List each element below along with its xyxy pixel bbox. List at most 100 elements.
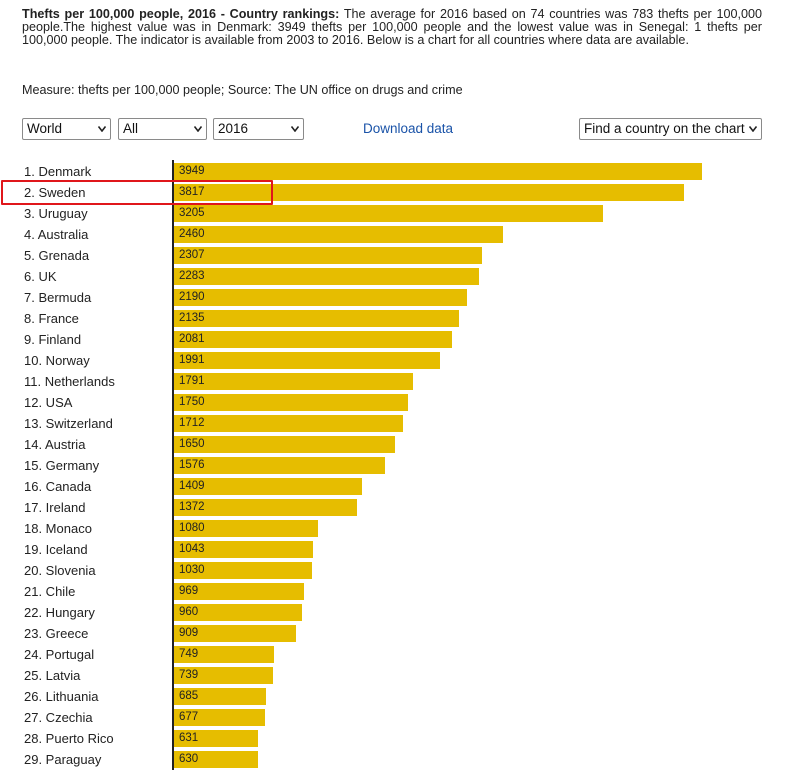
bar[interactable] (174, 604, 302, 621)
bar-value-label: 1750 (179, 396, 205, 408)
bar-value-label: 2460 (179, 228, 205, 240)
bar[interactable] (174, 667, 273, 684)
chevron-down-icon (291, 126, 299, 132)
bar-value-label: 1791 (179, 375, 205, 387)
bar[interactable] (174, 394, 408, 411)
intro-text: The average for 2016 based on 74 countri… (22, 7, 762, 47)
row-label: 10. Norway (24, 353, 90, 368)
bar[interactable] (174, 562, 312, 579)
year-select-value: 2016 (218, 121, 249, 136)
bar-value-label: 1991 (179, 354, 205, 366)
bar[interactable] (174, 730, 258, 747)
bar[interactable] (174, 583, 304, 600)
row-label: 21. Chile (24, 584, 76, 599)
bar[interactable] (174, 415, 403, 432)
bar[interactable] (174, 478, 362, 495)
bar[interactable] (174, 520, 318, 537)
bar[interactable] (174, 310, 459, 327)
bar-value-label: 1030 (179, 564, 205, 576)
row-label: 26. Lithuania (24, 689, 99, 704)
bar[interactable] (174, 268, 479, 285)
bar-value-label: 1043 (179, 543, 205, 555)
ranking-bar-chart: 1. Denmark 3949 2. Sweden 3817 3. Uruguay 320… (0, 160, 791, 770)
intro-paragraph: Thefts per 100,000 people, 2016 - Countr… (22, 8, 762, 47)
bar-value-label: 630 (179, 753, 199, 765)
bar[interactable] (174, 751, 258, 768)
bar-value-label: 969 (179, 585, 199, 597)
row-label: 17. Ireland (24, 500, 86, 515)
row-label: 27. Czechia (24, 710, 93, 725)
bar[interactable] (174, 163, 702, 180)
row-label: 29. Paraguay (24, 752, 102, 767)
bar[interactable] (174, 226, 503, 243)
row-label: 18. Monaco (24, 521, 92, 536)
measure-source: Measure: thefts per 100,000 people; Sour… (22, 83, 463, 97)
bar[interactable] (174, 688, 266, 705)
row-label: 22. Hungary (24, 605, 95, 620)
row-label: 4. Australia (24, 227, 89, 242)
bar-value-label: 2307 (179, 249, 205, 261)
chevron-down-icon (98, 126, 106, 132)
download-data-link[interactable]: Download data (363, 121, 454, 136)
row-label: 8. France (24, 311, 79, 326)
bar[interactable] (174, 436, 395, 453)
row-label: 25. Latvia (24, 668, 81, 683)
chart-axis-line (172, 160, 174, 770)
bar-value-label: 1372 (179, 501, 205, 513)
row-label: 2. Sweden (24, 185, 86, 200)
row-label: 9. Finland (24, 332, 82, 347)
bar-value-label: 909 (179, 627, 199, 639)
bar[interactable] (174, 184, 684, 201)
group-select-value: All (123, 121, 139, 136)
row-label: 23. Greece (24, 626, 89, 641)
row-label: 24. Portugal (24, 647, 95, 662)
bar-value-label: 677 (179, 711, 199, 723)
row-label: 28. Puerto Rico (24, 731, 114, 746)
row-label: 7. Bermuda (24, 290, 92, 305)
bar[interactable] (174, 646, 274, 663)
chevron-down-icon (749, 126, 757, 132)
row-label: 15. Germany (24, 458, 100, 473)
group-select[interactable]: All (118, 118, 207, 140)
bar[interactable] (174, 709, 265, 726)
bar-value-label: 1080 (179, 522, 205, 534)
bar-value-label: 960 (179, 606, 199, 618)
highlight-box (1, 180, 273, 205)
bar-value-label: 1712 (179, 417, 205, 429)
bar-value-label: 1650 (179, 438, 205, 450)
bar[interactable] (174, 541, 313, 558)
bar-value-label: 1576 (179, 459, 205, 471)
bar[interactable] (174, 331, 452, 348)
bar[interactable] (174, 499, 357, 516)
find-country-select[interactable]: Find a country on the chart (579, 118, 762, 140)
row-label: 6. UK (24, 269, 57, 284)
bar-value-label: 2135 (179, 312, 205, 324)
chevron-down-icon (194, 126, 202, 132)
row-label: 19. Iceland (24, 542, 88, 557)
bar[interactable] (174, 352, 440, 369)
find-country-select-value: Find a country on the chart (584, 121, 745, 136)
bar[interactable] (174, 457, 385, 474)
bar[interactable] (174, 625, 296, 642)
bar-value-label: 3949 (179, 165, 205, 177)
row-label: 11. Netherlands (24, 374, 115, 389)
bar-value-label: 631 (179, 732, 199, 744)
row-label: 12. USA (24, 395, 73, 410)
bar[interactable] (174, 205, 603, 222)
year-select[interactable]: 2016 (213, 118, 304, 140)
row-label: 1. Denmark (24, 164, 92, 179)
bar-value-label: 685 (179, 690, 199, 702)
bar-value-label: 3205 (179, 207, 205, 219)
bar-value-label: 739 (179, 669, 199, 681)
row-label: 3. Uruguay (24, 206, 88, 221)
bar[interactable] (174, 247, 482, 264)
row-label: 5. Grenada (24, 248, 90, 263)
region-select-value: World (27, 121, 63, 136)
row-label: 16. Canada (24, 479, 92, 494)
bar-value-label: 2283 (179, 270, 205, 282)
bar[interactable] (174, 373, 413, 390)
region-select[interactable]: World (22, 118, 111, 140)
intro-title: Thefts per 100,000 people, 2016 - Countr… (22, 7, 340, 21)
bar-value-label: 2190 (179, 291, 205, 303)
bar[interactable] (174, 289, 467, 306)
